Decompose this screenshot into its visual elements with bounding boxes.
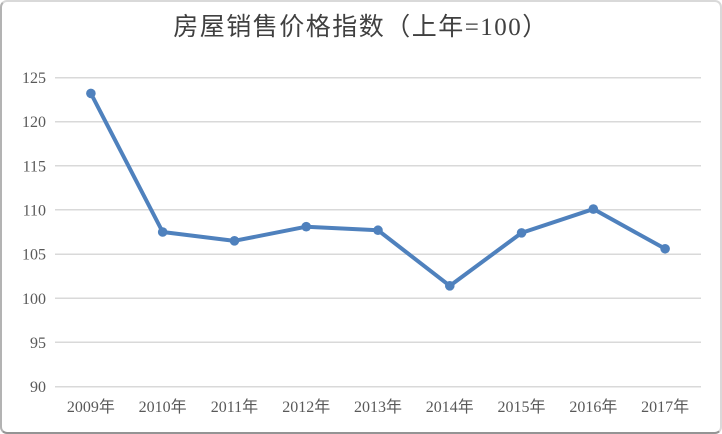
data-point: [229, 236, 240, 246]
x-axis-tick-label: 2016年: [569, 398, 617, 416]
y-axis-tick-label: 120: [22, 114, 46, 131]
y-axis-tick-label: 95: [30, 335, 46, 352]
y-axis-tick-label: 110: [23, 203, 46, 220]
x-axis-tick-label: 2009年: [67, 398, 115, 416]
data-point: [444, 281, 455, 291]
data-point: [301, 221, 312, 232]
x-axis-tick-label: 2012年: [282, 398, 330, 416]
x-axis-tick-label: 2010年: [139, 398, 187, 416]
x-axis-tick-label: 2015年: [498, 398, 546, 416]
data-point: [373, 225, 383, 236]
x-axis-tick-label: 2013年: [354, 398, 402, 416]
data-point: [157, 227, 168, 237]
y-axis-tick-label: 100: [22, 291, 46, 308]
data-point: [588, 204, 599, 214]
y-axis-tick-label: 90: [30, 379, 46, 396]
data-point: [516, 228, 527, 238]
x-axis-tick-label: 2014年: [426, 398, 474, 416]
y-axis-tick-label: 105: [22, 247, 46, 264]
data-point: [660, 243, 670, 254]
y-axis-tick-label: 125: [22, 70, 46, 87]
data-point: [86, 88, 96, 99]
x-axis-tick-label: 2017年: [641, 398, 689, 416]
x-axis-tick-label: 2011年: [211, 398, 258, 416]
y-axis-tick-label: 115: [23, 158, 46, 175]
